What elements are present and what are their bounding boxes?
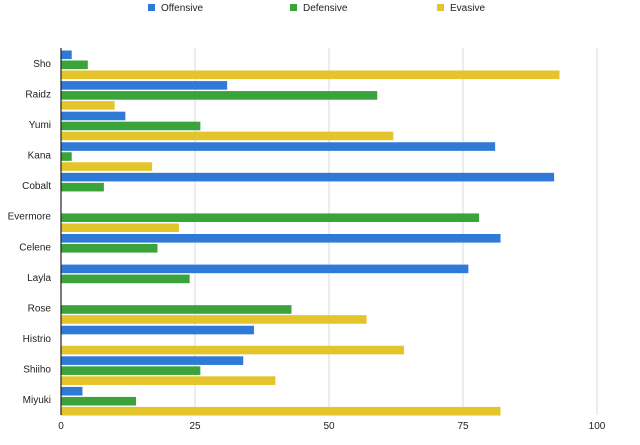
bar-raidz-offensive [61, 81, 228, 90]
y-tick-label-histrio: Histrio [23, 334, 52, 345]
bar-miyuki-offensive [61, 386, 83, 396]
bar-shiiho-offensive [61, 356, 244, 365]
bar-sho-defensive [61, 60, 88, 70]
bars [61, 50, 560, 416]
bar-histrio-evasive [61, 345, 405, 355]
bar-miyuki-defensive [61, 396, 137, 406]
bar-cobalt-defensive [61, 182, 104, 192]
y-tick-label-evermore: Evermore [8, 212, 52, 223]
x-tick-label-50: 50 [323, 421, 335, 432]
bar-rose-defensive [61, 305, 292, 314]
bar-celene-offensive [61, 234, 501, 243]
bar-rose-evasive [61, 315, 367, 324]
bar-yumi-offensive [61, 111, 126, 121]
bar-shiiho-evasive [61, 376, 276, 385]
bar-cobalt-offensive [61, 172, 555, 182]
legend-swatch-evasive [437, 4, 444, 11]
bar-celene-defensive [61, 244, 158, 253]
bar-kana-evasive [61, 162, 153, 171]
y-tick-label-layla: Layla [27, 273, 51, 284]
legend-label-offensive: Offensive [161, 3, 203, 14]
bar-yumi-defensive [61, 121, 201, 131]
bar-evermore-defensive [61, 213, 480, 223]
bar-shiiho-defensive [61, 366, 201, 375]
y-tick-label-rose: Rose [28, 303, 52, 314]
y-axis-labels: Sho Raidz Yumi Kana Cobalt Evermore Celene Layl… [8, 59, 52, 406]
bar-histrio-offensive [61, 325, 254, 335]
bar-sho-offensive [61, 50, 72, 60]
y-tick-label-cobalt: Cobalt [22, 181, 51, 192]
bar-raidz-defensive [61, 91, 378, 100]
y-tick-label-kana: Kana [28, 151, 52, 162]
legend: Offensive Defensive Evasive [148, 3, 485, 14]
bar-kana-offensive [61, 142, 496, 151]
legend-label-defensive: Defensive [303, 3, 348, 14]
bar-evermore-evasive [61, 223, 179, 233]
bar-kana-defensive [61, 152, 72, 161]
bar-layla-defensive [61, 274, 190, 284]
y-tick-label-raidz: Raidz [25, 89, 51, 100]
x-axis-labels: 0 25 50 75 100 [58, 421, 606, 432]
x-tick-label-100: 100 [589, 421, 606, 432]
legend-swatch-offensive [148, 4, 155, 11]
y-tick-label-sho: Sho [33, 59, 51, 70]
bar-raidz-evasive [61, 101, 115, 110]
y-tick-label-celene: Celene [19, 242, 51, 253]
y-tick-label-yumi: Yumi [29, 120, 51, 131]
y-tick-label-shiiho: Shiiho [23, 365, 51, 376]
bar-miyuki-evasive [61, 406, 501, 416]
gridlines [194, 48, 598, 415]
bar-sho-evasive [61, 70, 560, 80]
bar-layla-offensive [61, 264, 469, 274]
x-tick-label-75: 75 [457, 421, 469, 432]
legend-label-evasive: Evasive [450, 3, 485, 14]
y-tick-label-miyuki: Miyuki [23, 395, 51, 406]
x-tick-label-0: 0 [58, 421, 64, 432]
bar-yumi-evasive [61, 131, 394, 141]
x-tick-label-25: 25 [189, 421, 201, 432]
legend-swatch-defensive [290, 4, 297, 11]
